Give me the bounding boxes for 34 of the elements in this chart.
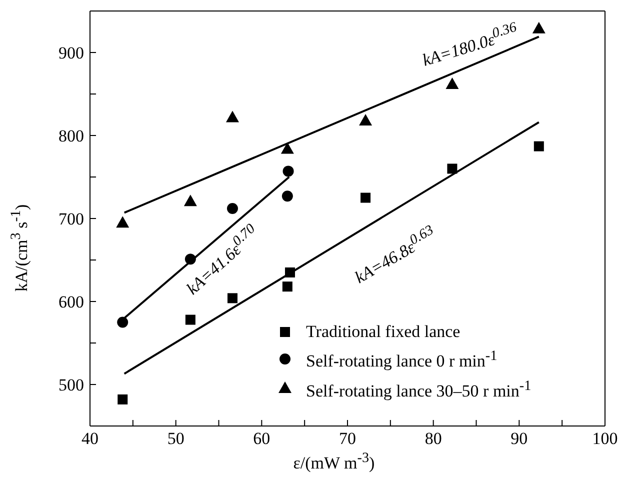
x-tick-label: 90 <box>510 429 528 448</box>
x-tick-label: 70 <box>339 429 356 448</box>
x-tick-label: 60 <box>253 429 270 448</box>
x-tick-label: 50 <box>167 429 184 448</box>
x-tick-label: 80 <box>424 429 442 448</box>
point <box>226 203 238 214</box>
y-tick-label: 900 <box>58 44 84 63</box>
y-tick-label: 800 <box>58 126 84 146</box>
point <box>532 22 546 34</box>
point <box>117 316 128 328</box>
point <box>282 190 293 202</box>
y-tick-label: 700 <box>58 210 84 229</box>
legend-label: Traditional fixed lance <box>306 321 460 343</box>
point <box>185 314 196 325</box>
point <box>118 394 128 404</box>
y-tick-label: 500 <box>58 376 84 395</box>
point <box>447 164 458 174</box>
legend-label: Self-rotating lance 30–50 r min$^{-1}$ <box>306 376 532 402</box>
x-tick-label: 100 <box>592 429 618 448</box>
point <box>280 142 294 154</box>
x-axis-title: ε/(mW m$^{-3}$) <box>292 450 376 474</box>
x-tick-label: 40 <box>82 429 98 448</box>
y-tick-label: 600 <box>58 292 84 312</box>
point <box>360 192 371 203</box>
point <box>534 141 544 152</box>
point <box>226 110 239 122</box>
point <box>359 114 372 126</box>
point <box>284 267 295 278</box>
legend-label: Self-rotating lance 0 r min$^{-1}$ <box>306 347 498 373</box>
point <box>184 194 197 206</box>
point <box>282 282 292 292</box>
point <box>446 78 459 90</box>
point <box>282 166 294 177</box>
point <box>116 216 130 228</box>
